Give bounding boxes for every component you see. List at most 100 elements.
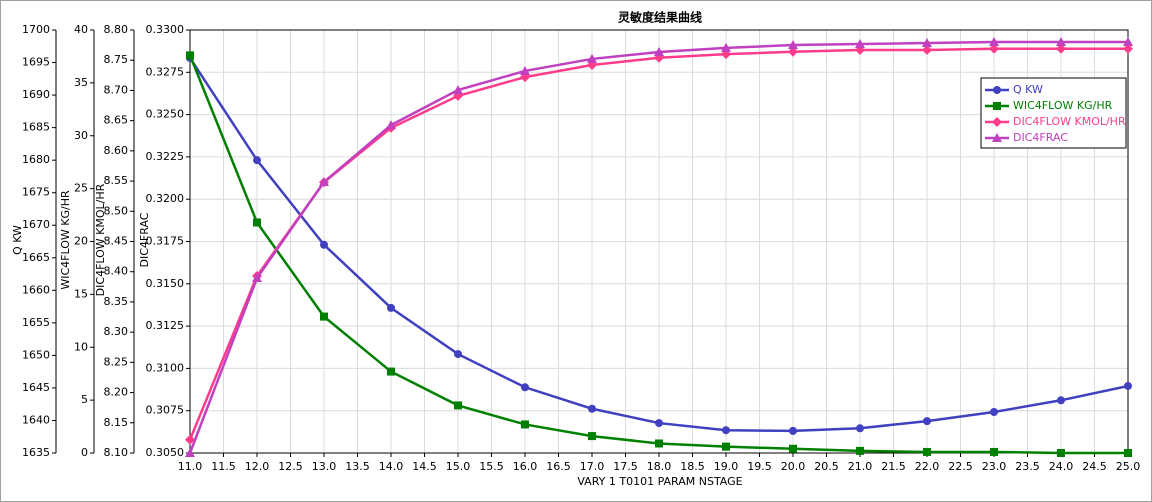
legend-label: DIC4FLOW KMOL/HR bbox=[1013, 115, 1126, 128]
x-tick-label: 16.0 bbox=[513, 460, 538, 473]
legend-marker bbox=[993, 86, 1001, 94]
y-tick-label: 0.3175 bbox=[146, 235, 185, 248]
y-tick-label: 1690 bbox=[22, 88, 50, 101]
x-tick-label: 17.0 bbox=[580, 460, 605, 473]
y-tick-label: 8.10 bbox=[104, 446, 129, 459]
marker bbox=[721, 42, 731, 52]
marker bbox=[252, 273, 262, 283]
legend-marker bbox=[992, 117, 1002, 127]
marker bbox=[1123, 37, 1133, 47]
y-tick-label: 0.3250 bbox=[146, 108, 185, 121]
y-tick-label: 1670 bbox=[22, 218, 50, 231]
marker bbox=[1123, 43, 1133, 54]
y-tick-label: 8.40 bbox=[104, 265, 129, 278]
x-tick-label: 15.0 bbox=[446, 460, 471, 473]
x-tick-label: 18.0 bbox=[647, 460, 672, 473]
y-tick-label: 0.3225 bbox=[146, 150, 185, 163]
marker bbox=[1057, 396, 1065, 405]
marker bbox=[722, 442, 730, 451]
x-tick-label: 24.5 bbox=[1082, 460, 1107, 473]
y-tick-label: 1645 bbox=[22, 381, 50, 394]
marker bbox=[923, 417, 931, 426]
y-tick-label: 0 bbox=[81, 446, 88, 459]
y-tick-label: 8.25 bbox=[104, 355, 129, 368]
y-axis-title: WIC4FLOW KG/HR bbox=[59, 190, 72, 290]
x-tick-label: 14.0 bbox=[379, 460, 404, 473]
marker bbox=[253, 156, 261, 165]
x-tick-label: 25.0 bbox=[1116, 460, 1141, 473]
y-tick-label: 1655 bbox=[22, 316, 50, 329]
y-tick-label: 8.80 bbox=[104, 23, 129, 36]
x-tick-label: 21.0 bbox=[848, 460, 873, 473]
marker bbox=[856, 424, 864, 433]
y-tick-label: 8.30 bbox=[104, 325, 129, 338]
y-tick-label: 1660 bbox=[22, 283, 50, 296]
marker bbox=[521, 420, 529, 429]
x-tick-label: 13.0 bbox=[312, 460, 337, 473]
y-tick-label: 0.3200 bbox=[146, 192, 185, 205]
legend-marker bbox=[993, 102, 1001, 110]
y-tick-label: 8.70 bbox=[104, 83, 129, 96]
x-tick-label: 11.0 bbox=[178, 460, 203, 473]
legend-marker bbox=[992, 133, 1002, 142]
marker bbox=[1057, 449, 1065, 457]
marker bbox=[1124, 381, 1132, 390]
y-tick-label: 8.35 bbox=[104, 295, 129, 308]
x-tick-label: 22.0 bbox=[915, 460, 940, 473]
marker bbox=[990, 408, 998, 417]
marker bbox=[654, 46, 664, 56]
marker bbox=[588, 404, 596, 413]
x-tick-label: 17.5 bbox=[613, 460, 638, 473]
y-tick-label: 40 bbox=[74, 23, 88, 36]
x-tick-label: 21.5 bbox=[881, 460, 906, 473]
marker bbox=[922, 44, 932, 55]
marker bbox=[253, 218, 261, 227]
y-tick-label: 8.55 bbox=[104, 174, 129, 187]
y-tick-label: 1640 bbox=[22, 413, 50, 426]
y-tick-label: 8.15 bbox=[104, 416, 129, 429]
y-tick-label: 1635 bbox=[22, 446, 50, 459]
marker bbox=[185, 434, 195, 445]
marker bbox=[387, 303, 395, 312]
marker bbox=[922, 38, 932, 48]
y-axis-title: Q KW bbox=[11, 225, 24, 255]
marker bbox=[185, 448, 195, 457]
y-tick-label: 15 bbox=[74, 287, 88, 300]
x-axis-title: VARY 1 T0101 PARAM NSTAGE bbox=[577, 475, 742, 488]
x-tick-label: 11.5 bbox=[211, 460, 236, 473]
marker bbox=[521, 383, 529, 392]
marker bbox=[520, 65, 530, 75]
chart-title: 灵敏度结果曲线 bbox=[618, 10, 702, 25]
x-tick-label: 20.5 bbox=[814, 460, 839, 473]
x-tick-label: 24.0 bbox=[1049, 460, 1074, 473]
x-tick-label: 19.5 bbox=[747, 460, 772, 473]
y-tick-label: 8.60 bbox=[104, 144, 129, 157]
y-tick-label: 1650 bbox=[22, 348, 50, 361]
marker bbox=[990, 447, 998, 456]
y-tick-label: 0.3275 bbox=[146, 65, 185, 78]
marker bbox=[655, 419, 663, 428]
x-tick-label: 13.5 bbox=[345, 460, 370, 473]
x-tick-label: 19.0 bbox=[714, 460, 739, 473]
y-tick-label: 25 bbox=[74, 182, 88, 195]
y-tick-label: 1680 bbox=[22, 153, 50, 166]
y-tick-label: 0.3050 bbox=[146, 446, 185, 459]
marker bbox=[320, 312, 328, 321]
marker bbox=[588, 432, 596, 441]
plot-border bbox=[189, 29, 1129, 454]
marker bbox=[453, 85, 463, 95]
y-tick-label: 35 bbox=[74, 76, 88, 89]
marker bbox=[186, 51, 194, 60]
marker bbox=[856, 446, 864, 455]
y-tick-label: 0.3125 bbox=[146, 319, 185, 332]
y-tick-label: 5 bbox=[81, 393, 88, 406]
marker bbox=[320, 240, 328, 249]
x-tick-label: 23.5 bbox=[1015, 460, 1040, 473]
marker bbox=[788, 46, 798, 57]
marker bbox=[788, 40, 798, 50]
marker bbox=[319, 176, 329, 186]
y-axis-title: DIC4FLOW KMOL/HR bbox=[94, 183, 107, 296]
y-tick-label: 0.3300 bbox=[146, 23, 185, 36]
